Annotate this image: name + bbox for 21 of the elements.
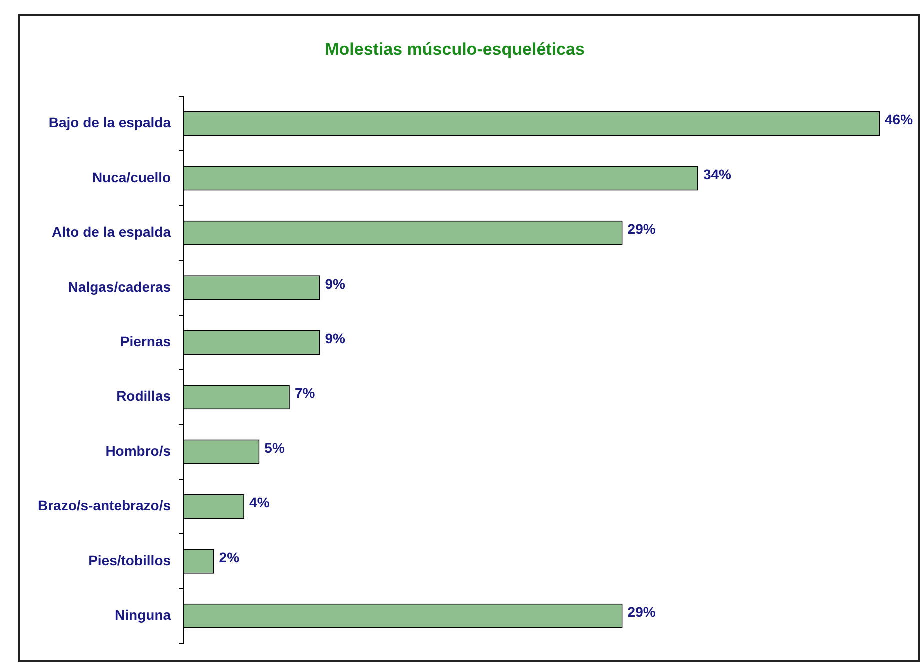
data-label: 29% [628,604,656,620]
data-label: 29% [628,221,656,238]
y-tick-label: Rodillas [116,388,172,404]
y-tick-label: Pies/tobillos [88,552,172,568]
data-label: 7% [294,385,316,402]
y-tick-label: Bajo de la espalda [48,114,172,131]
data-label: 4% [250,494,270,511]
y-tick-label: Hombro/s [106,442,172,459]
y-tick-label: Brazo/s-antebrazo/s [38,498,172,514]
data-label: 2% [219,549,240,566]
data-label: 46% [885,112,914,128]
y-tick-label: Ninguna [115,607,172,624]
data-label: 34% [703,166,732,182]
y-tick-label: Piernas [120,334,172,350]
data-label: 9% [325,276,346,292]
data-label: 9% [325,330,346,346]
chart-title: Molestias músculo-esqueléticas [325,40,585,59]
y-tick-label: Nuca/cuello [92,169,172,186]
y-tick-label: Alto de la espalda [52,224,172,240]
y-tick-label: Nalgas/caderas [68,278,172,295]
data-label: 5% [264,440,286,456]
